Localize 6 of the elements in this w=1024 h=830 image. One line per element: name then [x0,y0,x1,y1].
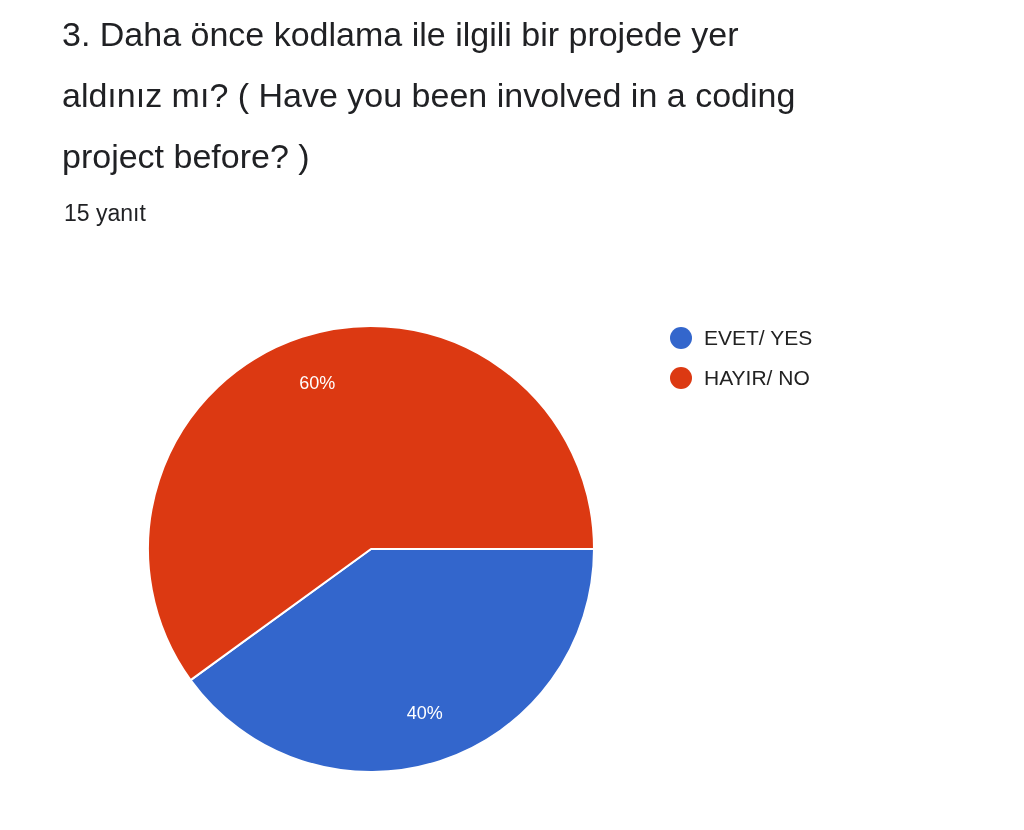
legend-label: EVET/ YES [704,326,813,350]
data-label: 40% [406,703,443,724]
legend-label: HAYIR/ NO [704,366,810,390]
chart-title: 3. Daha önce kodlama ile ilgili bir projede yer aldınız mı? ( Have you been involved in a coding project before? ) [62,14,797,177]
chart-subtitle: 15 yanıt [64,200,146,227]
data-label: 60% [299,372,336,393]
